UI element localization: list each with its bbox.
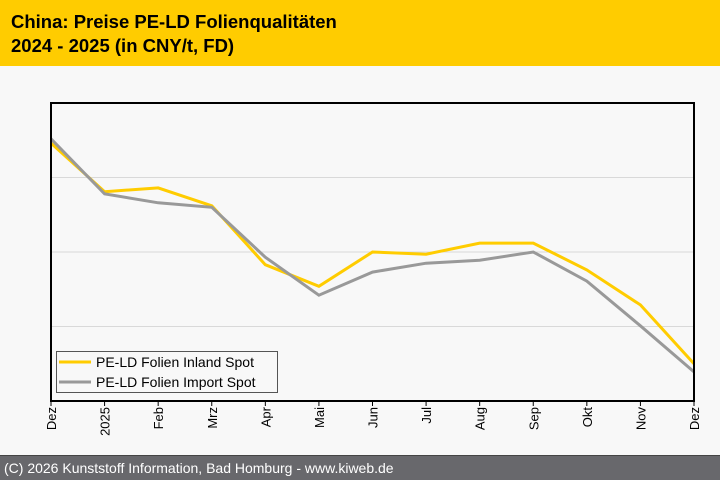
x-tick-label: Jul	[419, 407, 434, 424]
x-tick-label: Dez	[687, 407, 702, 430]
legend-label: PE-LD Folien Inland Spot	[96, 354, 254, 370]
chart-header: China: Preise PE-LD Folienqualitäten 202…	[0, 0, 720, 66]
x-tick-label: Aug	[473, 407, 488, 430]
x-tick-label: Okt	[580, 407, 595, 428]
legend: PE-LD Folien Inland Spot PE-LD Folien Imp…	[56, 351, 278, 393]
x-tick-label: Feb	[151, 407, 166, 429]
plot-area	[50, 102, 695, 402]
x-tick-label: Dez	[44, 407, 59, 430]
legend-label: PE-LD Folien Import Spot	[96, 374, 256, 390]
x-tick-label: Mrz	[205, 407, 220, 429]
x-tick-label: Nov	[633, 407, 648, 431]
series-line-import-spot	[49, 137, 695, 374]
x-tick-label: Sep	[526, 407, 541, 430]
x-tick-label: 2025	[98, 407, 113, 436]
footer: (C) 2026 Kunststoff Information, Bad Hom…	[0, 455, 720, 480]
chart-title: China: Preise PE-LD Folienqualitäten	[11, 11, 337, 32]
x-tick-label: Jun	[366, 407, 381, 428]
chart-subtitle: 2024 - 2025 (in CNY/t, FD)	[11, 35, 235, 56]
x-tick-label: Apr	[258, 406, 273, 427]
x-tick-label: Mai	[312, 407, 327, 428]
copyright-text: (C) 2026 Kunststoff Information, Bad Hom…	[4, 460, 394, 476]
legend-box	[56, 351, 278, 393]
series-line-inland-spot	[49, 142, 696, 365]
